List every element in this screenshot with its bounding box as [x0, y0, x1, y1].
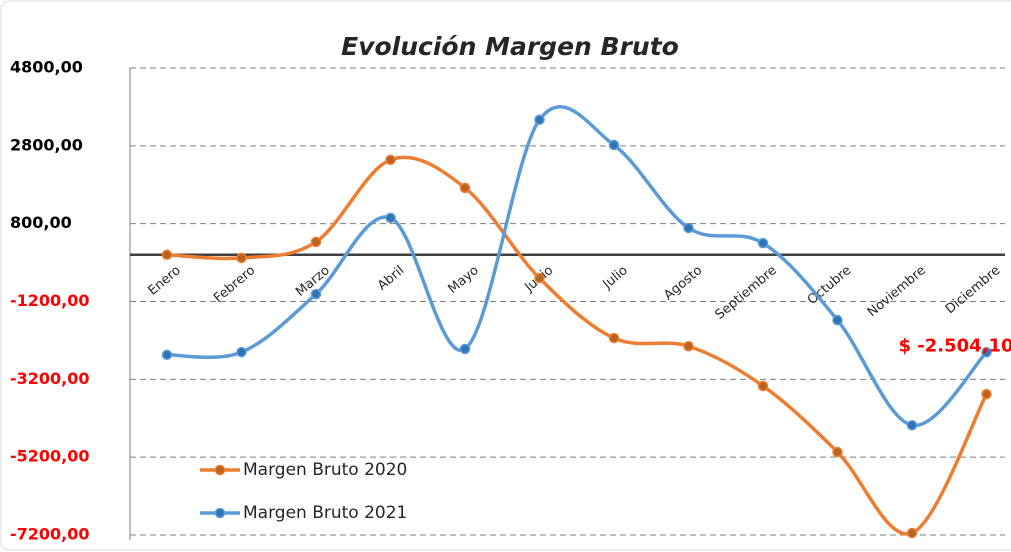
data-point [161, 249, 173, 261]
data-point [832, 446, 843, 458]
data-point [981, 388, 992, 400]
data-point [385, 154, 396, 166]
legend-label: Margen Bruto 2020 [243, 460, 407, 480]
data-point [906, 527, 918, 539]
chart-title: Evolución Margen Bruto [341, 32, 679, 61]
y-tick-label: -3200,00 [10, 369, 90, 388]
data-point [832, 314, 843, 326]
data-point [310, 288, 322, 300]
data-point [534, 114, 545, 126]
y-tick-label: 800,00 [10, 213, 72, 232]
data-point [310, 236, 322, 248]
legend-marker [214, 507, 226, 519]
data-point [161, 349, 173, 361]
data-point [683, 222, 694, 234]
data-point [236, 346, 247, 358]
data-point [236, 252, 247, 264]
data-point [534, 272, 545, 284]
data-point [757, 237, 769, 249]
data-point [981, 347, 992, 358]
data-point [757, 380, 769, 392]
data-point [906, 420, 918, 431]
y-tick-label: -5200,00 [10, 447, 90, 466]
data-point [608, 332, 620, 344]
y-tick-label: -1200,00 [10, 291, 90, 310]
y-tick-label: 2800,00 [10, 135, 83, 154]
data-point [608, 139, 620, 151]
data-point [385, 212, 396, 224]
legend-label: Margen Bruto 2021 [243, 503, 407, 523]
y-tick-label: 4800,00 [10, 58, 83, 77]
value-label: $ -2.504,10 [899, 335, 1011, 356]
series-line [166, 105, 988, 428]
legend-marker [214, 464, 226, 476]
data-point [459, 343, 471, 355]
data-point [459, 182, 471, 194]
y-tick-label: -7200,00 [10, 525, 90, 544]
data-point [683, 341, 694, 352]
